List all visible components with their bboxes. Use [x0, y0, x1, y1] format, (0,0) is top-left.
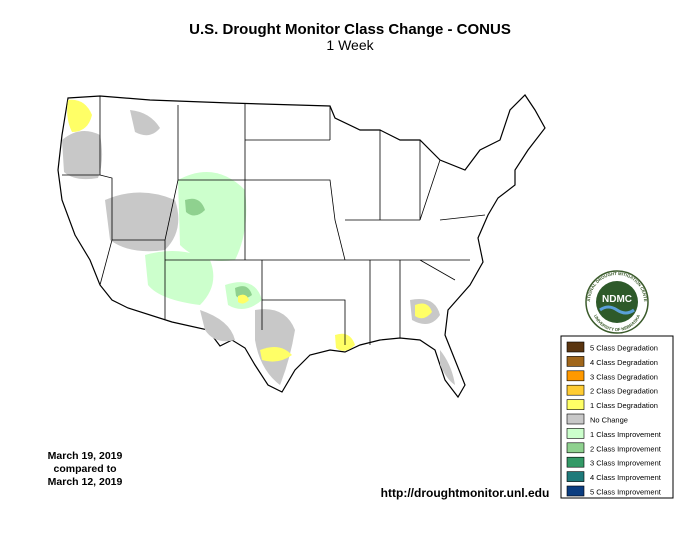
legend-swatch	[566, 456, 585, 468]
us-map	[57, 94, 546, 399]
change-area	[440, 350, 455, 385]
legend-swatch	[566, 428, 585, 439]
title: U.S. Drought Monitor Class Change - CONU…	[189, 21, 511, 38]
url: http://droughtmonitor.unl.edu	[381, 486, 550, 500]
change-area	[145, 251, 214, 305]
legend-label: 4 Class Improvement	[590, 473, 662, 482]
legend-swatch	[566, 413, 585, 425]
legend-label: 1 Class Improvement	[590, 430, 662, 439]
legend-label: 4 Class Degradation	[590, 358, 658, 367]
date-line: March 12, 2019	[48, 476, 123, 488]
legend-label: 2 Class Improvement	[590, 444, 662, 453]
legend-swatch	[566, 384, 585, 396]
legend-swatch	[566, 341, 585, 353]
legend-label: 3 Class Degradation	[590, 372, 658, 381]
legend-label: No Change	[590, 416, 628, 425]
change-area	[105, 192, 179, 252]
legend-label: 3 Class Improvement	[590, 459, 662, 468]
legend-swatch	[566, 370, 585, 382]
logo-text: NDMC	[602, 294, 632, 305]
legend-swatch	[566, 442, 585, 454]
change-area	[130, 110, 160, 136]
date-line: March 19, 2019	[48, 450, 123, 462]
change-area	[200, 310, 235, 342]
legend-label: 5 Class Improvement	[590, 488, 662, 497]
change-area	[62, 131, 103, 180]
change-area	[185, 198, 205, 216]
change-area	[260, 346, 292, 362]
change-area	[238, 294, 249, 304]
legend-label: 5 Class Degradation	[590, 344, 658, 353]
change-area	[415, 303, 432, 319]
subtitle: 1 Week	[326, 37, 374, 53]
date-line: compared to	[53, 463, 116, 475]
legend: 5 Class Degradation 4 Class Degradation 3 …	[560, 335, 674, 499]
legend-label: 1 Class Degradation	[590, 401, 658, 410]
change-area	[178, 172, 247, 261]
change-area	[67, 99, 92, 132]
legend-label: 2 Class Degradation	[590, 387, 658, 396]
legend-swatch	[566, 399, 585, 410]
legend-swatch	[566, 485, 585, 497]
legend-swatch	[566, 356, 585, 367]
legend-swatch	[566, 471, 585, 482]
state-borders	[62, 96, 486, 345]
